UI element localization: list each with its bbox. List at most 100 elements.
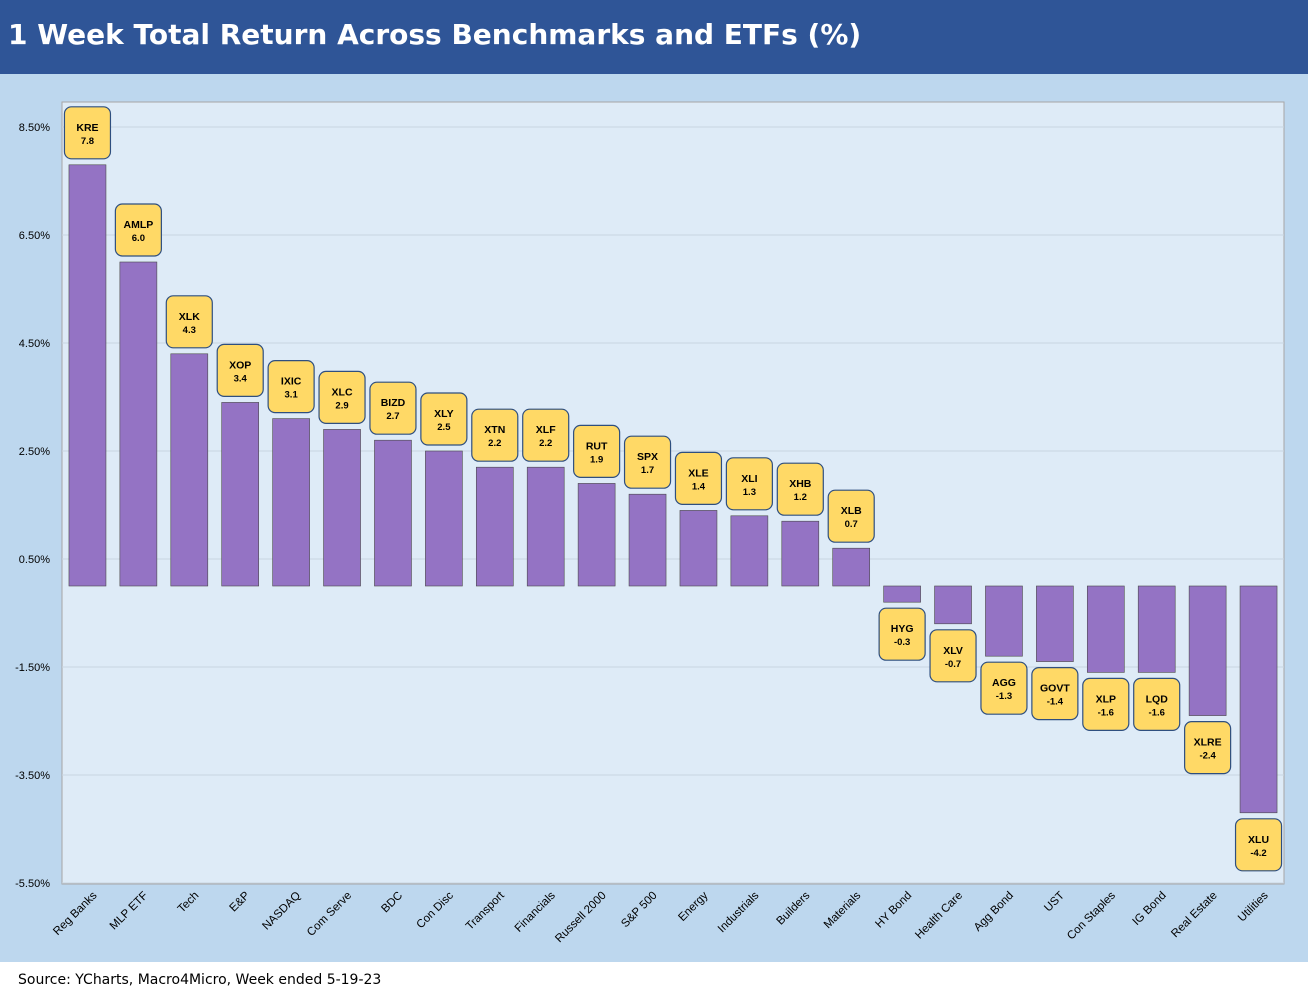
x-axis-categories: Reg Banks MLP ETF Tech E&P NASDAQ Com Serve BD… <box>51 889 1271 945</box>
bar <box>628 493 667 587</box>
bar <box>883 585 921 603</box>
bar <box>272 418 310 587</box>
data-label: KRE 7.8 <box>63 106 112 160</box>
bar <box>221 402 260 587</box>
data-label-value: -4.2 <box>1250 848 1266 859</box>
x-category-label: Transport <box>464 889 508 933</box>
x-category-label: NASDAQ <box>260 890 303 933</box>
data-label: XLB 0.7 <box>827 489 875 543</box>
data-label-box <box>573 424 621 478</box>
bar <box>1239 585 1278 814</box>
data-label: GOVT -1.4 <box>1031 666 1079 721</box>
data-label-value: 1.3 <box>743 487 756 498</box>
data-label-box <box>216 343 264 397</box>
data-label-box <box>471 408 519 462</box>
bar <box>679 510 718 587</box>
data-label-ticker: HYG <box>891 623 914 635</box>
data-label-value: -2.4 <box>1199 751 1216 762</box>
data-label-box <box>827 489 875 543</box>
y-axis-ticks: 8.50% 6.50% 4.50% 2.50% 0.50% -1.50% -3.50% -5.… <box>15 122 50 890</box>
y-tick-label: 6.50% <box>19 230 50 242</box>
data-label-ticker: XLE <box>688 467 708 479</box>
data-label-ticker: XHB <box>789 478 812 490</box>
data-label-value: 2.9 <box>335 400 348 411</box>
bars <box>68 164 1278 814</box>
data-label: XLP -1.6 <box>1082 677 1130 732</box>
bar <box>526 466 565 587</box>
data-label: XLY 2.5 <box>420 392 468 446</box>
data-label: XTN 2.2 <box>471 408 519 462</box>
y-tick-label: 8.50% <box>19 122 50 134</box>
y-tick-label: 0.50% <box>19 554 50 566</box>
data-label-value: -1.6 <box>1098 707 1114 718</box>
data-label-ticker: XLV <box>943 645 963 657</box>
x-category-label: Real Estate <box>1169 890 1220 941</box>
data-label-value: 4.3 <box>183 325 196 336</box>
y-tick-label: 2.50% <box>19 446 50 458</box>
data-label: XLC 2.9 <box>318 370 366 424</box>
x-category-label: MLP ETF <box>108 890 151 933</box>
bar <box>119 261 158 587</box>
data-label-value: -1.4 <box>1047 697 1064 708</box>
x-category-label: Con Disc <box>415 889 457 931</box>
data-label-value: 2.2 <box>488 438 501 449</box>
x-category-label: Health Care <box>913 890 965 942</box>
x-category-label: Agg Bond <box>972 890 1016 934</box>
data-label: RUT 1.9 <box>573 424 621 478</box>
data-label: AGG -1.3 <box>980 661 1028 715</box>
data-label-box <box>369 381 417 435</box>
data-label: XOP 3.4 <box>216 343 264 397</box>
bar <box>781 520 820 587</box>
bar <box>1137 585 1176 673</box>
data-label-ticker: XOP <box>229 359 251 371</box>
data-label-ticker: AMLP <box>124 219 154 231</box>
bar <box>1188 585 1227 716</box>
source-note: Source: YCharts, Macro4Micro, Week ended… <box>18 972 382 988</box>
data-label: XHB 1.2 <box>776 462 824 516</box>
bar <box>985 585 1023 657</box>
data-label-ticker: XLC <box>332 386 353 398</box>
x-category-label: E&P <box>228 889 253 914</box>
data-label-box <box>1082 677 1130 732</box>
data-label-value: -0.7 <box>945 659 961 670</box>
data-label-box <box>1184 720 1232 775</box>
data-label-value: -1.6 <box>1149 707 1165 718</box>
bar <box>374 439 412 587</box>
data-label-ticker: XTN <box>484 424 505 436</box>
data-label-value: 2.5 <box>437 422 451 433</box>
data-label-box <box>165 295 213 349</box>
data-label-box <box>878 607 926 661</box>
data-labels: KRE 7.8 AMLP 6.0 XLK 4.3 XOP 3.4 IXIC 3.1 XLC 2.9 BI… <box>63 106 1283 872</box>
x-category-label: HY Bond <box>873 890 914 931</box>
bar-chart: 8.50% 6.50% 4.50% 2.50% 0.50% -1.50% -3.50% -5.… <box>15 101 1285 945</box>
data-label-box <box>623 435 672 489</box>
data-label-value: -1.3 <box>996 691 1012 702</box>
data-label-value: 1.7 <box>641 465 654 476</box>
chart-panel: 8.50% 6.50% 4.50% 2.50% 0.50% -1.50% -3.50% -5.… <box>0 74 1308 962</box>
data-label: XLE 1.4 <box>674 451 723 505</box>
data-label: IXIC 3.1 <box>267 360 315 414</box>
data-label-value: -0.3 <box>894 637 910 648</box>
data-label-ticker: AGG <box>992 677 1016 689</box>
x-category-label: Russell 2000 <box>553 890 608 945</box>
data-label-value: 1.2 <box>794 492 807 503</box>
data-label: XLI 1.3 <box>725 457 773 511</box>
data-label-ticker: XLK <box>179 311 200 323</box>
data-label: XLK 4.3 <box>165 295 213 349</box>
data-label-box <box>522 408 570 462</box>
x-category-label: Builders <box>775 889 813 927</box>
bar <box>1086 585 1125 673</box>
x-category-label: UST <box>1042 890 1067 915</box>
data-label-box <box>929 629 977 683</box>
data-label-box <box>114 203 162 257</box>
data-label-box <box>1031 666 1079 721</box>
data-label-value: 1.9 <box>590 454 603 465</box>
data-label-ticker: GOVT <box>1040 683 1070 695</box>
data-label-box <box>725 457 773 511</box>
x-category-label: Reg Banks <box>51 889 99 937</box>
data-label-value: 3.1 <box>285 390 299 401</box>
bar <box>832 547 871 587</box>
data-label: BIZD 2.7 <box>369 381 417 435</box>
data-label-box <box>776 462 824 516</box>
x-category-label: Industrials <box>716 889 762 935</box>
